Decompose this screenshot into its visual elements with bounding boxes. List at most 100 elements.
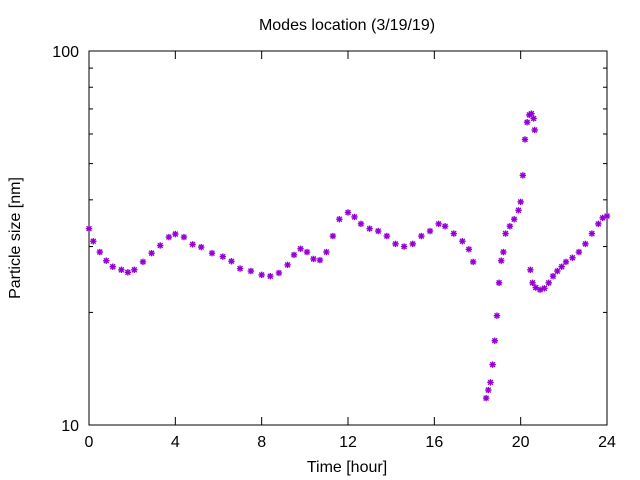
- data-point: [595, 220, 602, 228]
- y-tick-label: 10: [61, 418, 79, 435]
- data-point: [400, 243, 408, 250]
- data-point: [357, 220, 365, 228]
- data-point: [85, 225, 93, 232]
- y-axis-label: Particle size [nm]: [7, 177, 24, 299]
- data-point: [506, 223, 514, 230]
- data-point: [165, 233, 173, 241]
- data-point: [157, 242, 164, 249]
- data-point: [426, 227, 434, 235]
- data-point: [519, 172, 527, 179]
- x-tick-label: 4: [171, 434, 180, 451]
- data-point: [172, 230, 179, 238]
- data-point: [375, 227, 382, 235]
- data-point: [118, 266, 125, 273]
- data-point: [228, 258, 235, 265]
- data-point: [549, 272, 557, 280]
- data-point: [189, 241, 196, 248]
- x-tick-label: 0: [85, 434, 94, 451]
- data-point: [603, 212, 611, 220]
- x-tick-label: 8: [257, 434, 266, 451]
- data-point: [392, 240, 399, 248]
- data-point: [208, 249, 216, 257]
- data-point: [528, 110, 535, 117]
- data-point: [527, 266, 534, 273]
- x-tick-label: 20: [512, 434, 530, 451]
- axis-ticks: [88, 50, 608, 426]
- data-point: [303, 248, 311, 256]
- x-tick-label: 16: [425, 434, 443, 451]
- data-point: [236, 265, 244, 272]
- data-point: [310, 255, 317, 263]
- data-point: [267, 272, 274, 280]
- data-point: [510, 216, 518, 223]
- data-point: [562, 258, 570, 266]
- data-point: [487, 379, 494, 386]
- data-point: [351, 213, 358, 221]
- data-point: [469, 258, 477, 266]
- data-point: [554, 267, 561, 275]
- data-point: [198, 243, 205, 251]
- data-point: [109, 263, 116, 270]
- data-point: [575, 248, 583, 256]
- data-point: [441, 223, 449, 230]
- data-point: [569, 254, 576, 261]
- data-point: [103, 257, 110, 264]
- data-point: [498, 257, 505, 264]
- data-point: [493, 312, 501, 319]
- data-point: [495, 279, 503, 287]
- data-point: [323, 248, 330, 256]
- data-point: [329, 232, 337, 240]
- data-point: [489, 361, 496, 368]
- data-point: [96, 248, 103, 256]
- data-point: [290, 251, 298, 259]
- data-point: [523, 119, 531, 126]
- data-point: [148, 249, 155, 257]
- data-point: [366, 225, 373, 232]
- data-point: [502, 230, 509, 237]
- data-point: [297, 245, 304, 252]
- data-point: [139, 258, 147, 266]
- data-point: [336, 216, 343, 223]
- data-point: [529, 279, 536, 287]
- data-point: [284, 261, 291, 269]
- data-point: [531, 126, 538, 134]
- x-tick-label: 12: [339, 434, 357, 451]
- data-point: [247, 267, 255, 275]
- data-point: [459, 238, 466, 245]
- chart-title: Modes location (3/19/19): [259, 17, 435, 34]
- data-point: [450, 230, 457, 237]
- tick-labels: 0 4 8 12 16 20 24 10 100: [52, 44, 616, 451]
- data-point: [545, 279, 552, 287]
- data-point: [219, 253, 227, 260]
- data-point: [465, 246, 473, 253]
- data-points: [85, 110, 611, 402]
- data-point: [344, 209, 352, 216]
- data-point: [275, 269, 283, 277]
- data-point: [491, 337, 498, 344]
- y-tick-label: 100: [52, 44, 79, 61]
- data-point: [316, 256, 324, 264]
- x-tick-label: 24: [598, 434, 616, 451]
- data-point: [124, 269, 132, 276]
- data-point: [521, 136, 529, 143]
- data-point: [558, 263, 565, 270]
- data-point: [435, 220, 442, 228]
- data-point: [582, 240, 589, 248]
- data-point: [131, 266, 138, 273]
- data-point: [383, 232, 391, 240]
- data-point: [515, 207, 522, 214]
- data-point: [258, 271, 265, 279]
- data-point: [418, 232, 425, 240]
- data-point: [90, 238, 97, 245]
- data-point: [485, 386, 492, 394]
- data-point: [180, 233, 188, 241]
- data-point: [517, 198, 524, 206]
- data-point: [541, 285, 548, 292]
- data-point: [500, 248, 507, 256]
- data-point: [409, 240, 416, 248]
- data-point: [588, 230, 596, 237]
- x-axis-label: Time [hour]: [307, 459, 387, 476]
- data-point: [482, 394, 490, 402]
- data-point: [530, 115, 537, 122]
